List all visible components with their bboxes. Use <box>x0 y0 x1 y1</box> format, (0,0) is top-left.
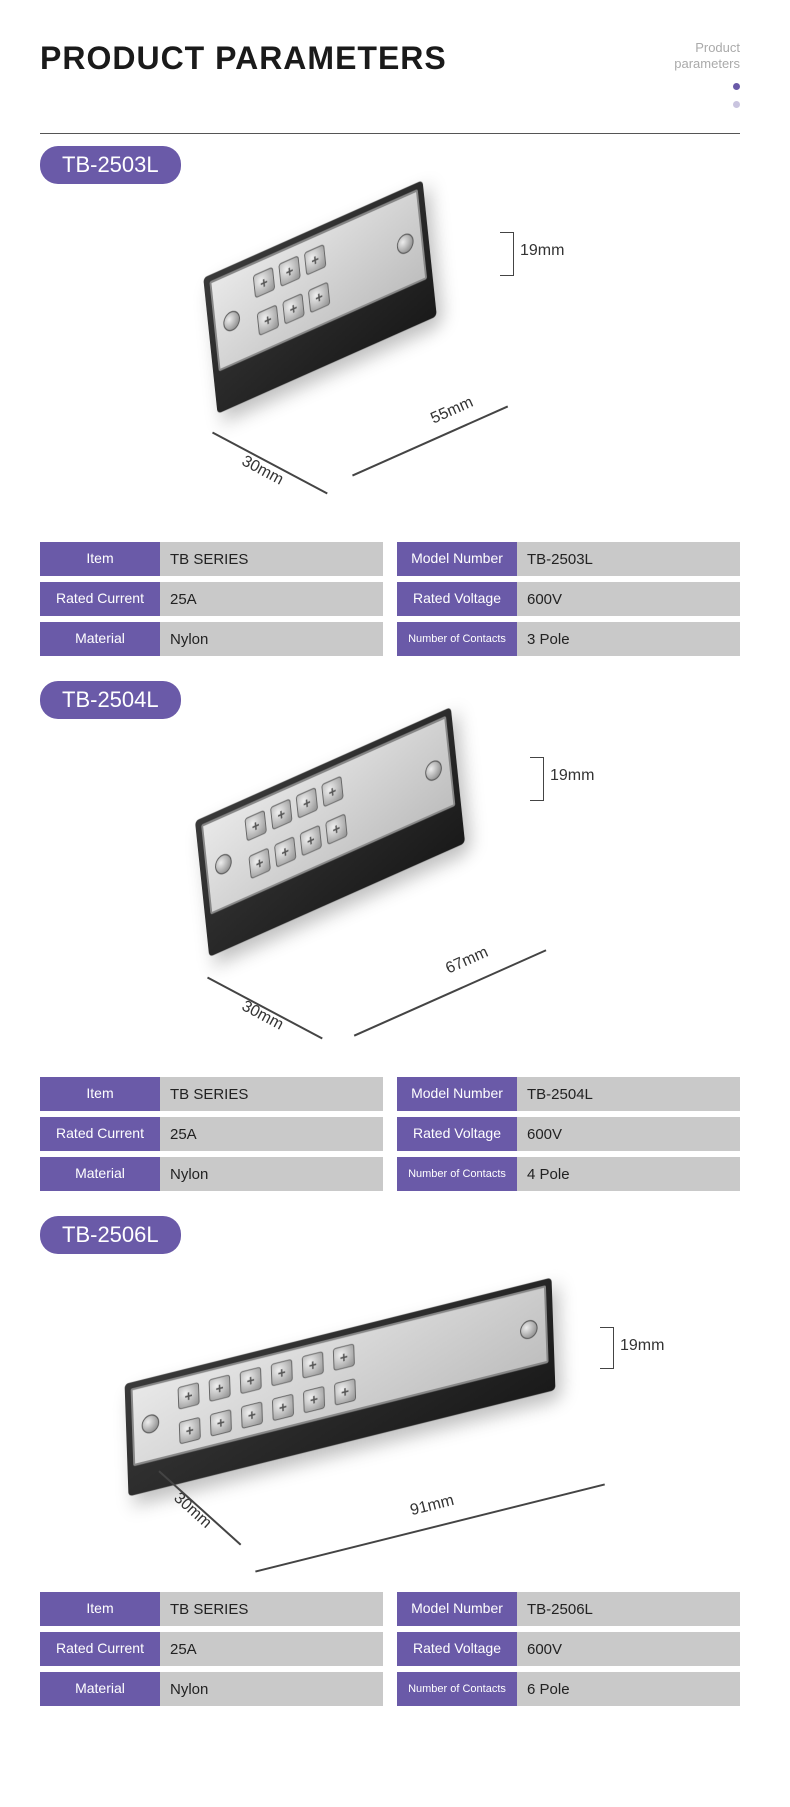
spec-value-model: TB-2504L <box>517 1077 740 1111</box>
spec-value-model: TB-2503L <box>517 542 740 576</box>
spec-table: Item TB SERIES Model Number TB-2504L Rat… <box>40 1077 740 1191</box>
dim-height: 19mm <box>550 767 594 785</box>
dim-line-icon <box>207 977 322 1039</box>
spec-label-contacts: Number of Contacts <box>397 1157 517 1191</box>
spec-value-item: TB SERIES <box>160 1592 383 1626</box>
spec-value-voltage: 600V <box>517 1632 740 1666</box>
table-row: Material Nylon <box>40 622 383 656</box>
spec-value-item: TB SERIES <box>160 542 383 576</box>
bracket-icon <box>530 757 544 801</box>
table-row: Rated Current 25A <box>40 1632 383 1666</box>
spec-value-model: TB-2506L <box>517 1592 740 1626</box>
spec-label-item: Item <box>40 1592 160 1626</box>
spec-label-contacts: Number of Contacts <box>397 1672 517 1706</box>
table-row: Material Nylon <box>40 1157 383 1191</box>
dim-line-icon <box>159 1471 242 1546</box>
product-section: TB-2506L 19mm <box>40 1216 740 1706</box>
dot-icon <box>733 83 740 90</box>
product-pill: TB-2506L <box>40 1216 181 1254</box>
header-subtitle-block: Product parameters <box>674 40 740 115</box>
spec-label-contacts: Number of Contacts <box>397 622 517 656</box>
terminal-block-illustration <box>195 707 465 957</box>
spec-label-material: Material <box>40 622 160 656</box>
table-row: Rated Current 25A <box>40 582 383 616</box>
spec-table: Item TB SERIES Model Number TB-2503L Rat… <box>40 542 740 656</box>
table-row: Rated Voltage 600V <box>397 1117 740 1151</box>
product-section: TB-2504L 19mm <box>40 681 740 1191</box>
accent-dots <box>674 79 740 115</box>
table-row: Item TB SERIES <box>40 542 383 576</box>
spec-label-model: Model Number <box>397 1077 517 1111</box>
spec-value-material: Nylon <box>160 622 383 656</box>
spec-label-item: Item <box>40 1077 160 1111</box>
dim-length: 67mm <box>443 944 491 979</box>
spec-value-voltage: 600V <box>517 1117 740 1151</box>
product-image-area: 19mm 91mm 30mm <box>40 1262 740 1582</box>
spec-label-model: Model Number <box>397 1592 517 1626</box>
bracket-icon <box>600 1327 614 1369</box>
table-row: Number of Contacts 4 Pole <box>397 1157 740 1191</box>
spec-label-voltage: Rated Voltage <box>397 1632 517 1666</box>
table-row: Item TB SERIES <box>40 1077 383 1111</box>
table-row: Rated Voltage 600V <box>397 1632 740 1666</box>
bracket-icon <box>500 232 514 276</box>
product-pill: TB-2503L <box>40 146 181 184</box>
table-row: Model Number TB-2506L <box>397 1592 740 1626</box>
page: PRODUCT PARAMETERS Product parameters TB… <box>0 0 790 1771</box>
terminal-block-illustration <box>203 180 437 414</box>
spec-value-material: Nylon <box>160 1157 383 1191</box>
spec-value-voltage: 600V <box>517 582 740 616</box>
spec-table: Item TB SERIES Model Number TB-2506L Rat… <box>40 1592 740 1706</box>
spec-label-voltage: Rated Voltage <box>397 582 517 616</box>
spec-value-contacts: 3 Pole <box>517 622 740 656</box>
table-row: Number of Contacts 3 Pole <box>397 622 740 656</box>
spec-value-current: 25A <box>160 1632 383 1666</box>
spec-value-material: Nylon <box>160 1672 383 1706</box>
product-section: TB-2503L 19mm <box>40 146 740 656</box>
spec-value-item: TB SERIES <box>160 1077 383 1111</box>
spec-value-contacts: 6 Pole <box>517 1672 740 1706</box>
table-row: Material Nylon <box>40 1672 383 1706</box>
terminal-block-illustration <box>125 1278 556 1497</box>
dot-icon <box>733 101 740 108</box>
table-row: Rated Current 25A <box>40 1117 383 1151</box>
spec-label-material: Material <box>40 1157 160 1191</box>
product-image-area: 19mm 67mm 30mm <box>40 727 740 1067</box>
spec-label-item: Item <box>40 542 160 576</box>
subtitle-line1: Product <box>674 40 740 56</box>
spec-label-material: Material <box>40 1672 160 1706</box>
table-row: Model Number TB-2503L <box>397 542 740 576</box>
table-row: Item TB SERIES <box>40 1592 383 1626</box>
dim-depth: 30mm <box>170 1490 215 1533</box>
dim-length: 91mm <box>408 1492 455 1520</box>
spec-label-current: Rated Current <box>40 1632 160 1666</box>
divider <box>40 133 740 134</box>
subtitle-line2: parameters <box>674 56 740 72</box>
product-image-area: 19mm 55mm 30mm <box>40 192 740 532</box>
spec-value-contacts: 4 Pole <box>517 1157 740 1191</box>
product-pill: TB-2504L <box>40 681 181 719</box>
spec-label-voltage: Rated Voltage <box>397 1117 517 1151</box>
spec-label-current: Rated Current <box>40 1117 160 1151</box>
page-title: PRODUCT PARAMETERS <box>40 40 447 77</box>
dim-height: 19mm <box>520 242 564 260</box>
page-header: PRODUCT PARAMETERS Product parameters <box>40 40 740 115</box>
spec-value-current: 25A <box>160 582 383 616</box>
spec-value-current: 25A <box>160 1117 383 1151</box>
spec-label-model: Model Number <box>397 542 517 576</box>
table-row: Number of Contacts 6 Pole <box>397 1672 740 1706</box>
spec-label-current: Rated Current <box>40 582 160 616</box>
dim-height: 19mm <box>620 1337 664 1355</box>
table-row: Model Number TB-2504L <box>397 1077 740 1111</box>
table-row: Rated Voltage 600V <box>397 582 740 616</box>
